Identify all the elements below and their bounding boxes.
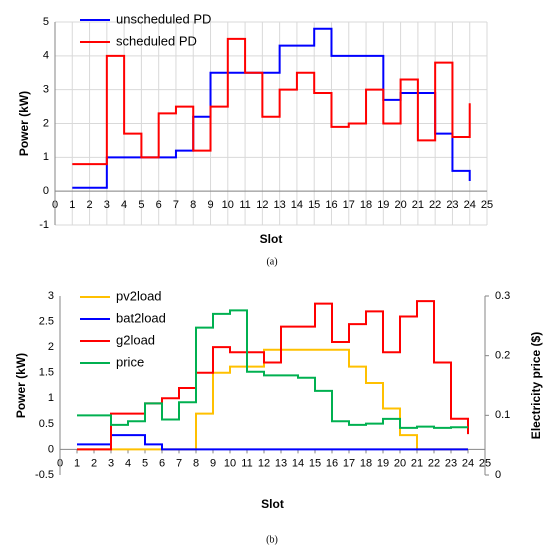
series-line <box>72 37 471 166</box>
y-tick-label: 0 <box>43 185 49 197</box>
legend-label: g2load <box>116 332 155 347</box>
y-tick-label: 4 <box>43 50 49 62</box>
x-tick-label: 5 <box>142 457 148 469</box>
x-axis-label: Slot <box>260 232 283 246</box>
y-tick-label: 2.5 <box>39 315 54 327</box>
x-tick-label: 13 <box>274 199 286 211</box>
x-tick-label: 3 <box>108 457 114 469</box>
x-tick-label: 15 <box>308 199 320 211</box>
x-tick-label: 1 <box>74 457 80 469</box>
x-tick-label: 22 <box>428 457 440 469</box>
x-tick-label: 6 <box>159 457 165 469</box>
x-tick-label: 9 <box>207 199 213 211</box>
y-tick-label: -0.5 <box>35 469 54 481</box>
x-tick-label: 11 <box>239 199 250 211</box>
caption: (b) <box>266 534 278 545</box>
x-tick-label: 14 <box>291 199 303 211</box>
y-tick-label: 1 <box>43 151 49 163</box>
x-tick-label: 14 <box>292 457 304 469</box>
x-tick-label: 21 <box>411 457 423 469</box>
x-tick-label: 24 <box>464 199 476 211</box>
y-tick-label: 5 <box>43 16 49 28</box>
x-tick-label: 21 <box>412 199 424 211</box>
x-tick-label: 3 <box>104 199 110 211</box>
x-tick-label: 9 <box>210 457 216 469</box>
x-tick-label: 17 <box>343 199 355 211</box>
x-tick-label: 6 <box>156 199 162 211</box>
y-tick-label: 0.5 <box>39 418 54 430</box>
y2-tick-label: 0.2 <box>495 350 510 362</box>
x-tick-label: 12 <box>258 457 270 469</box>
x-tick-label: 19 <box>377 457 389 469</box>
x-tick-label: 4 <box>121 199 127 211</box>
x-tick-label: 7 <box>176 457 182 469</box>
legend-label: scheduled PD <box>116 33 197 48</box>
y-tick-label: 3 <box>43 84 49 96</box>
x-axis-label: Slot <box>261 497 284 511</box>
series-line <box>77 309 468 429</box>
x-tick-label: 17 <box>343 457 355 469</box>
x-tick-label: 1 <box>69 199 75 211</box>
x-tick-label: 2 <box>86 199 92 211</box>
x-tick-label: 25 <box>481 199 493 211</box>
x-tick-label: 23 <box>446 199 458 211</box>
x-tick-label: 11 <box>241 457 252 469</box>
legend-label: pv2load <box>116 288 162 303</box>
x-tick-label: 10 <box>224 457 236 469</box>
series-line <box>72 27 471 189</box>
x-tick-label: 13 <box>275 457 287 469</box>
y-axis-label: Power (kW) <box>14 353 28 418</box>
x-tick-label: 19 <box>377 199 389 211</box>
legend-label: unscheduled PD <box>116 11 211 26</box>
x-tick-label: 16 <box>326 457 338 469</box>
x-tick-label: 7 <box>173 199 179 211</box>
x-tick-label: 22 <box>429 199 441 211</box>
y-tick-label: 3 <box>48 290 54 302</box>
y-axis-label: Power (kW) <box>17 91 31 156</box>
y-tick-label: -1 <box>39 219 49 231</box>
x-tick-label: 20 <box>394 199 406 211</box>
x-tick-label: 16 <box>325 199 337 211</box>
y2-tick-label: 0.3 <box>495 290 510 302</box>
x-tick-label: 12 <box>256 199 268 211</box>
series-line <box>77 434 468 451</box>
y2-tick-label: 0.1 <box>495 409 510 421</box>
x-tick-label: 20 <box>394 457 406 469</box>
y-tick-label: 1 <box>48 392 54 404</box>
x-tick-label: 5 <box>138 199 144 211</box>
x-tick-label: 24 <box>462 457 474 469</box>
caption: (a) <box>266 256 277 267</box>
x-tick-label: 8 <box>190 199 196 211</box>
legend-label: price <box>116 354 144 369</box>
x-tick-label: 15 <box>309 457 321 469</box>
x-tick-label: 4 <box>125 457 131 469</box>
y-tick-label: 1.5 <box>39 367 54 379</box>
x-tick-label: 23 <box>445 457 457 469</box>
y2-axis-label: Electricity price ($) <box>529 332 543 439</box>
y-tick-label: 2 <box>48 341 54 353</box>
y-tick-label: 0 <box>48 443 54 455</box>
y2-tick-label: 0 <box>495 469 501 481</box>
y-tick-label: 2 <box>43 117 49 129</box>
x-tick-label: 10 <box>222 199 234 211</box>
x-tick-label: 18 <box>360 199 372 211</box>
x-tick-label: 8 <box>193 457 199 469</box>
x-tick-label: 2 <box>91 457 97 469</box>
x-tick-label: 18 <box>360 457 372 469</box>
legend-label: bat2load <box>116 310 166 325</box>
